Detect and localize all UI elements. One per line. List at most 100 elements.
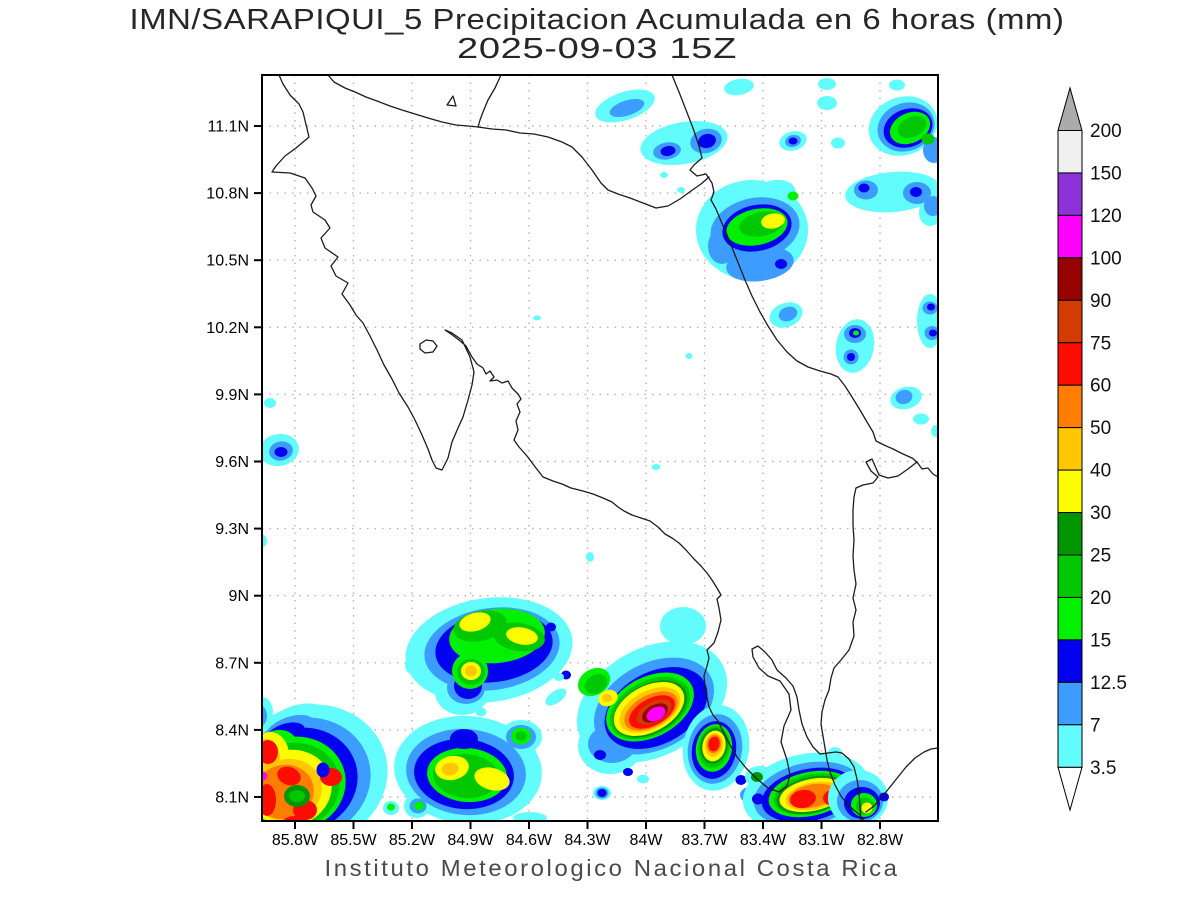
precip-contour (465, 665, 477, 677)
colorbar-box (1057, 724, 1083, 768)
colorbar-box (1057, 384, 1083, 429)
precip-contour (778, 306, 798, 322)
y-axis-tick-label: 8.1N (215, 790, 249, 807)
colorbar-over-arrow (1057, 86, 1083, 131)
precip-contour (545, 688, 567, 706)
precip-contour (828, 747, 842, 759)
precip-contour (623, 768, 633, 776)
x-axis-tick-label: 82.8W (857, 832, 904, 849)
precip-contour (921, 133, 935, 145)
precip-contour (515, 731, 527, 741)
precip-contour (853, 330, 859, 336)
x-axis-tick-label: 84.6W (506, 832, 553, 849)
precip-contour (262, 771, 267, 781)
precip-contour (554, 673, 564, 681)
coastline (477, 74, 502, 128)
precip-contour (913, 413, 929, 425)
chart-title: IMN/SARAPIQUI_5 Precipitacion Acumulada … (130, 4, 1065, 36)
precip-contour (895, 389, 913, 405)
precip-contour (609, 98, 645, 118)
institution-caption: Instituto Meteorologico Nacional Costa R… (325, 855, 900, 881)
x-axis-tick-label: 84.9W (447, 832, 494, 849)
precip-contour (289, 790, 305, 802)
precipitation-contours-layer (262, 78, 938, 821)
colorbar-tick-label: 40 (1090, 461, 1111, 482)
colorbar-box (1057, 681, 1083, 726)
colorbar-tick-label: 7 (1090, 715, 1101, 736)
precip-contour (441, 762, 459, 776)
colorbar-tick-label: 90 (1090, 291, 1111, 312)
coastline (419, 339, 438, 354)
coastline (477, 126, 710, 209)
precip-contour (698, 133, 716, 149)
coastline (446, 95, 457, 107)
precip-contour (879, 792, 889, 802)
coastline (271, 74, 862, 822)
precip-contour (660, 172, 668, 178)
colorbar-tick-label: 75 (1090, 333, 1111, 354)
precip-contour (262, 705, 267, 727)
precip-contour (788, 137, 798, 145)
coastline (820, 458, 918, 822)
colorbar-tick-label: 12.5 (1090, 673, 1127, 694)
colorbar-under-arrow (1057, 766, 1083, 812)
colorbar-tick-label: 3.5 (1090, 758, 1116, 779)
colorbar-tick-label: 25 (1090, 546, 1111, 567)
precip-contour (790, 789, 816, 809)
precip-contour (660, 145, 676, 157)
y-axis-tick-label: 8.7N (215, 655, 249, 672)
precip-contour (264, 398, 276, 408)
x-axis-tick-label: 85.8W (272, 832, 319, 849)
y-axis-tick-label: 10.2N (206, 320, 249, 337)
precip-contour (910, 187, 922, 197)
y-axis-tick-label: 9.3N (215, 521, 249, 538)
y-axis-tick-label: 8.4N (215, 722, 249, 739)
colorbar-box (1057, 214, 1083, 259)
coastline (671, 74, 918, 463)
precip-contour (637, 774, 649, 784)
colorbar-tick-label: 200 (1090, 121, 1122, 142)
precip-contour (651, 464, 661, 470)
y-axis-tick-label: 10.8N (206, 186, 249, 203)
precip-contour (897, 115, 927, 139)
precip-contour (646, 706, 666, 722)
x-axis-tick-label: 83.7W (681, 832, 728, 849)
precip-contour (831, 137, 845, 149)
y-axis-tick-label: 9.9N (215, 387, 249, 404)
precip-contour (775, 259, 787, 269)
precip-contour (513, 812, 547, 821)
colorbar-tick-label: 120 (1090, 206, 1122, 227)
precip-contour (262, 740, 278, 764)
precip-contour (924, 196, 938, 216)
precip-contour (751, 772, 763, 782)
x-axis-tick-label: 83.1W (798, 832, 845, 849)
colorbar-box (1057, 469, 1083, 514)
precip-contour (787, 191, 799, 201)
coastline (327, 74, 479, 128)
colorbar-box (1057, 554, 1083, 598)
precip-contour (597, 789, 607, 797)
precip-contour (586, 552, 594, 562)
y-axis-tick-label: 9.6N (215, 454, 249, 471)
colorbar-tick-label: 15 (1090, 630, 1111, 651)
precip-contour (847, 353, 855, 361)
x-axis-tick-label: 85.2W (389, 832, 436, 849)
coastline (865, 747, 939, 813)
colorbar-box (1057, 172, 1083, 216)
coastline (916, 461, 939, 478)
precip-contour (262, 784, 276, 816)
colorbar-box (1057, 639, 1083, 683)
precip-contour (594, 750, 606, 760)
y-axis-tick-label: 11.1N (207, 119, 249, 136)
colorbar-tick-label: 20 (1090, 588, 1111, 609)
precip-contour (660, 607, 706, 645)
chart-subtitle-datetime: 2025-09-03 15Z (457, 33, 737, 65)
precip-contour (277, 766, 301, 786)
precip-contour (761, 213, 785, 229)
colorbar-box (1057, 596, 1083, 641)
axes-layer: 85.8W 85.5W 85.2W 84.9W 84.6W 84.3W 84W 83.7W 83… (206, 74, 939, 849)
map-frame (261, 74, 939, 822)
colorbar-tick-label: 100 (1090, 248, 1122, 269)
colorbar-tick-label: 50 (1090, 418, 1111, 439)
